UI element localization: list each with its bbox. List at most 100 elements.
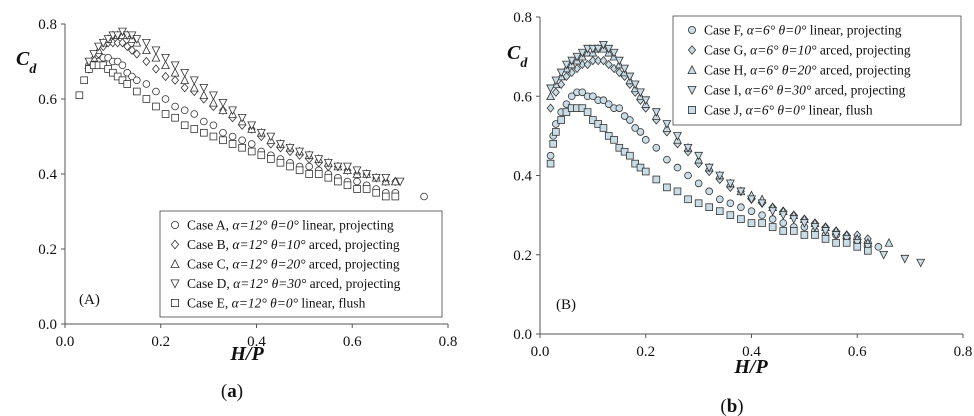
data-point-case-e	[381, 192, 390, 201]
data-point-case-g	[588, 55, 597, 66]
data-point-case-f	[641, 136, 650, 144]
data-point-case-c	[141, 45, 151, 55]
data-point-case-i	[683, 143, 693, 153]
data-point-case-g	[604, 59, 613, 70]
data-point-case-j	[811, 231, 819, 239]
data-point-case-a	[142, 80, 151, 88]
data-point-case-b	[180, 83, 189, 93]
data-point-case-i	[673, 132, 682, 141]
data-point-case-j	[663, 183, 671, 192]
legend-entry: Case F, α=6° θ=0° linear, projecting	[704, 23, 902, 38]
legend-marker	[687, 45, 697, 55]
legend-entry: Case G, α=6° θ=10° arced, projecting	[704, 43, 911, 58]
data-point-case-i	[810, 223, 820, 232]
data-point-case-j	[832, 239, 840, 247]
data-point-case-f	[715, 195, 724, 204]
data-point-case-j	[557, 116, 565, 124]
legend-box	[672, 15, 962, 126]
data-point-case-i	[789, 215, 799, 224]
data-point-case-e	[343, 181, 352, 190]
panel-b-caption-letter: b	[727, 396, 738, 416]
data-point-case-b	[128, 45, 136, 55]
legend-entry: Case H, α=6° θ=20° arced, projecting	[704, 63, 911, 78]
data-point-case-i	[768, 207, 778, 217]
x-axis-label: H/P	[229, 343, 264, 365]
data-point-case-i	[778, 211, 788, 221]
data-point-case-d	[285, 143, 295, 153]
data-point-case-d	[237, 113, 247, 123]
data-point-case-d	[295, 147, 305, 157]
data-point-case-g	[599, 55, 608, 66]
data-point-case-i	[593, 44, 603, 54]
data-point-case-i	[556, 68, 566, 78]
data-point-case-j	[779, 227, 788, 235]
data-point-case-j	[604, 132, 613, 140]
x-tick-label: 0.4	[247, 334, 266, 350]
data-point-case-i	[704, 163, 714, 173]
data-point-case-f	[599, 96, 608, 105]
data-point-case-e	[190, 125, 199, 133]
data-point-case-j	[589, 116, 597, 124]
data-point-case-i	[694, 151, 704, 161]
legend-entry: Case E, α=12° θ=0° linear, flush	[187, 296, 366, 311]
data-point-case-c	[151, 52, 161, 62]
data-point-case-c	[170, 67, 180, 77]
data-point-case-f	[758, 211, 766, 219]
panel-b: 0.0 0.2 0.4 0.6 0.8 0.0 0.2 0.4 0.6 0.8 H/P Cd Case…	[507, 10, 972, 416]
data-point-case-d	[256, 128, 266, 138]
legend-marker	[688, 25, 697, 34]
legend-marker	[170, 239, 180, 250]
data-point-case-j	[768, 223, 777, 231]
legend-marker	[170, 279, 180, 289]
panel-b-legend: Case F, α=6° θ=0° linear, projecting Case…	[672, 15, 962, 126]
y-tick-label: 0.6	[513, 89, 532, 105]
data-point-case-e	[372, 188, 380, 197]
data-point-case-a	[152, 87, 160, 96]
data-point-case-e	[267, 155, 275, 163]
panel-a: 0.0 0.2 0.4 0.6 0.8 0.0 0.2 0.4 0.6 0.8 H/P Cd Case…	[16, 17, 457, 402]
x-tick-label: 0.8	[954, 344, 973, 360]
data-point-case-f	[626, 116, 634, 124]
panel-a-label: (A)	[79, 292, 100, 308]
data-point-case-j	[578, 104, 587, 112]
data-point-case-i	[572, 52, 582, 62]
data-point-case-j	[684, 195, 692, 204]
data-point-case-d	[323, 158, 333, 168]
data-point-case-e	[286, 162, 294, 171]
data-point-case-d	[371, 173, 381, 183]
legend-entry: Case B, α=12° θ=10° arced, projecting	[187, 237, 400, 252]
data-point-case-b	[123, 41, 132, 52]
data-point-case-c	[161, 60, 170, 70]
data-point-case-e	[180, 121, 189, 130]
data-point-case-i	[546, 84, 556, 94]
data-point-case-h	[546, 91, 556, 101]
data-point-case-e	[276, 158, 285, 167]
data-point-case-d	[180, 68, 190, 78]
legend-entry: Case I, α=6° θ=30° arced, projecting	[704, 83, 906, 98]
panel-b-points	[546, 40, 926, 268]
data-point-case-f	[779, 219, 788, 227]
data-point-case-d	[228, 106, 238, 116]
data-point-case-j	[715, 207, 724, 215]
data-point-case-f	[631, 124, 639, 132]
data-point-case-c	[199, 90, 209, 100]
data-point-case-d	[304, 151, 314, 161]
data-point-case-a	[228, 132, 237, 141]
data-point-case-i	[577, 48, 587, 58]
data-point-case-d	[218, 98, 228, 108]
legend-entry: Case J, α=6° θ=0° linear, flush	[704, 103, 873, 118]
legend-box	[159, 210, 443, 318]
data-point-case-j	[620, 147, 629, 156]
data-point-case-e	[228, 140, 237, 148]
y-tick-label: 0.4	[38, 167, 57, 183]
data-point-case-j	[631, 159, 639, 168]
data-point-case-e	[362, 185, 371, 193]
data-point-case-g	[594, 55, 603, 66]
data-point-case-d	[381, 173, 391, 183]
y-tick-label: 0.0	[38, 317, 57, 333]
data-point-case-i	[821, 227, 830, 236]
data-point-case-d	[141, 38, 151, 48]
data-point-case-j	[694, 199, 703, 208]
data-point-case-e	[238, 143, 246, 152]
data-point-case-e	[161, 110, 170, 118]
